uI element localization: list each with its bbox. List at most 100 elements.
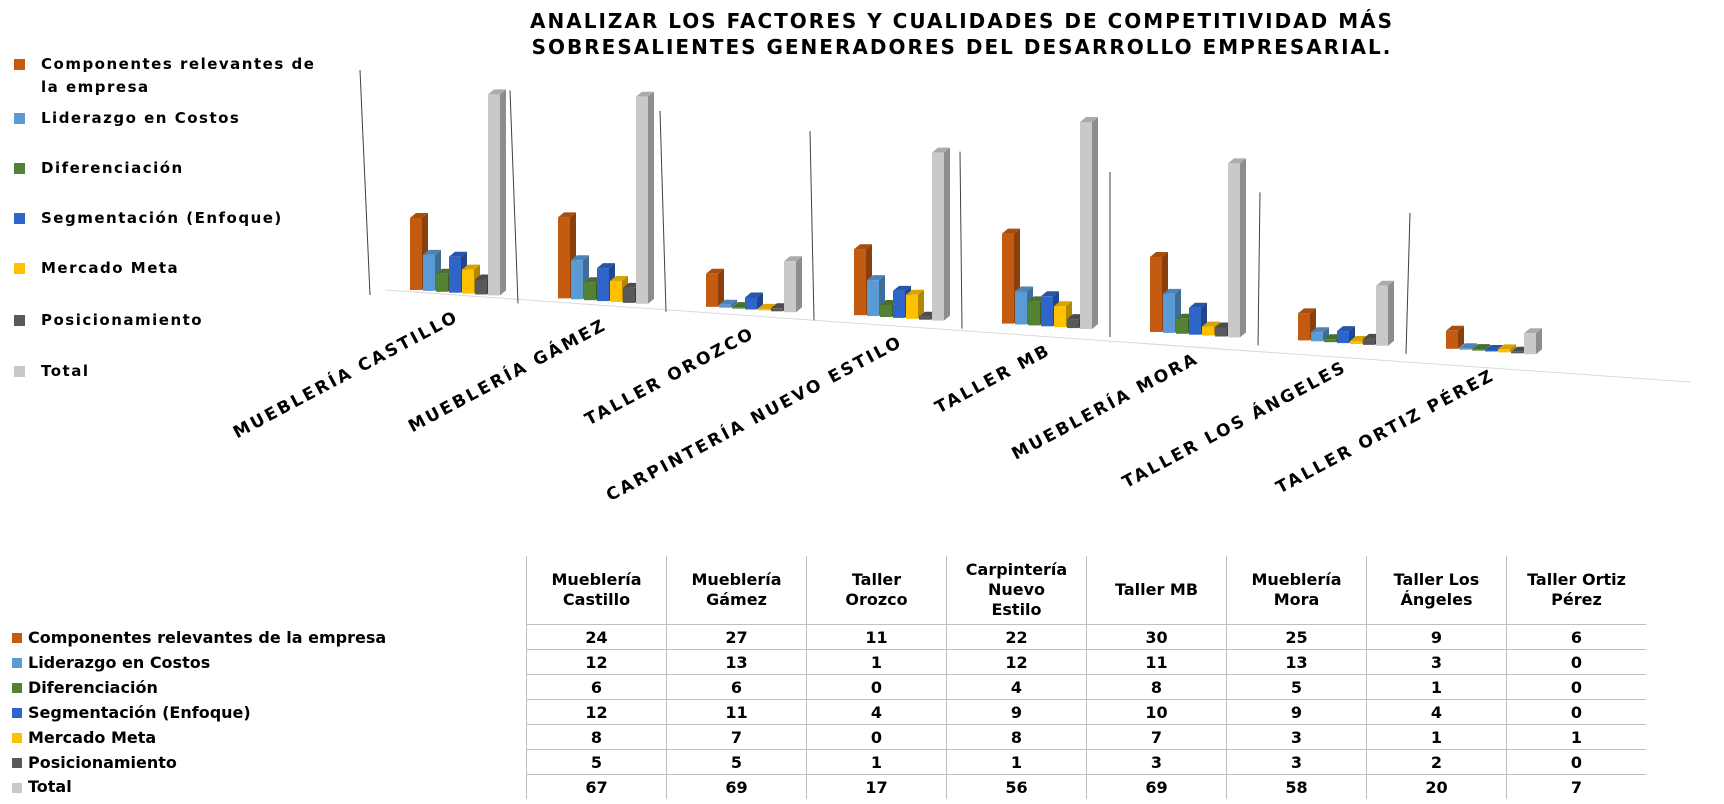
bar-front	[1080, 122, 1092, 329]
wall-divider-line	[1257, 192, 1261, 346]
table-cell: 1	[806, 649, 947, 675]
legend-swatch	[14, 113, 25, 124]
bar	[1472, 344, 1490, 351]
table-cell: 13	[1226, 649, 1367, 675]
bar-front	[1054, 306, 1066, 328]
legend-label: Liderazgo en Costos	[41, 109, 240, 127]
data-table: Mueblería Castillo Mueblería Gámez Taller Oro…	[6, 556, 1646, 799]
table-cell: 0	[806, 724, 947, 750]
bar-top	[1524, 328, 1542, 334]
bar-front	[1189, 307, 1201, 335]
legend-swatch	[14, 59, 25, 70]
table-cell: 4	[946, 674, 1087, 700]
table-cell: 7	[1506, 774, 1646, 799]
table-column-header: Mueblería Gámez	[666, 556, 807, 625]
bar-top	[867, 275, 885, 281]
bar-front	[610, 281, 622, 302]
bar-front	[1002, 233, 1014, 324]
bar-top	[1498, 344, 1516, 350]
bar-top	[597, 263, 615, 269]
category-axis-label: CARPINTERÍA NUEVO ESTILO	[602, 330, 906, 506]
bar-top	[1189, 302, 1207, 308]
table-cell: 58	[1226, 774, 1367, 799]
table-cell: 4	[1366, 699, 1507, 725]
bar-top	[758, 303, 776, 309]
bar-top	[636, 91, 654, 97]
bar-front	[719, 304, 731, 308]
table-row: Componentes relevantes de la empresa 24 27…	[6, 624, 1646, 650]
category-axis-label: TALLER OROZCO	[582, 324, 759, 431]
bar-front	[880, 305, 892, 317]
bar	[784, 256, 802, 313]
bar	[1376, 280, 1394, 346]
wall-divider-line	[809, 131, 815, 321]
legend-key-swatch	[12, 733, 22, 743]
table-row: Segmentación (Enfoque) 12 11 4 9 10 9 4 0	[6, 699, 1646, 725]
bar-front	[745, 297, 757, 310]
bar	[706, 268, 724, 307]
bar	[1189, 302, 1207, 335]
table-cell: 9	[946, 699, 1087, 725]
bar-top	[462, 264, 480, 270]
bar-front	[597, 268, 609, 302]
table-cell: 30	[1086, 624, 1227, 650]
table-cell: 13	[666, 649, 807, 675]
bar-top	[571, 255, 589, 261]
bar-side	[648, 91, 654, 304]
bar-front	[1041, 296, 1053, 327]
table-cell: 25	[1226, 624, 1367, 650]
bar-top	[906, 289, 924, 295]
table-row-label: Diferenciación	[6, 675, 527, 700]
bar-front	[488, 94, 500, 296]
bar-top	[410, 213, 428, 218]
bar-side	[1536, 328, 1542, 355]
table-cell: 11	[666, 699, 807, 725]
legend-swatch	[14, 263, 25, 274]
table-cell: 8	[526, 724, 667, 750]
legend-label: la empresa	[41, 78, 150, 96]
bar-top	[893, 285, 911, 291]
bar-front	[436, 273, 448, 292]
table-cell: 56	[946, 774, 1087, 799]
bar-top	[1015, 286, 1033, 292]
bar-side	[718, 268, 724, 307]
bar-front	[558, 217, 570, 299]
table-row-label: Liderazgo en Costos	[6, 650, 527, 675]
table-cell: 17	[806, 774, 947, 799]
bar-top	[719, 299, 737, 305]
table-column-header: Taller Los Ángeles	[1366, 556, 1507, 625]
bar-front	[1472, 349, 1484, 351]
bar	[932, 147, 950, 321]
table-cell: 0	[1506, 749, 1646, 775]
chart-title-line: SOBRESALIENTES GENERADORES DEL DESARROLL…	[532, 35, 1393, 59]
bar-top	[1002, 228, 1020, 234]
table-cell: 8	[946, 724, 1087, 750]
bar-front	[423, 254, 435, 291]
bar-side	[1323, 327, 1329, 342]
table-cell: 69	[1086, 774, 1227, 799]
legend-label: Componentes relevantes de	[41, 55, 315, 73]
bar	[636, 91, 654, 304]
legend-key-swatch	[12, 658, 22, 668]
bar-side	[731, 299, 737, 308]
table-cell: 0	[1506, 674, 1646, 700]
bar-front	[623, 287, 635, 303]
table-row-label: Mercado Meta	[6, 725, 527, 750]
bar-front	[1028, 301, 1040, 326]
bar-top	[784, 256, 802, 262]
bar	[1498, 344, 1516, 353]
table-cell: 24	[526, 624, 667, 650]
bar	[1459, 343, 1477, 350]
bar-front	[854, 249, 866, 316]
bar-front	[784, 261, 796, 313]
bar-front	[706, 273, 718, 307]
table-cell: 9	[1226, 699, 1367, 725]
table-cell: 11	[806, 624, 947, 650]
table-cell: 12	[526, 699, 667, 725]
bar-front	[1376, 285, 1388, 346]
legend-label: Segmentación (Enfoque)	[41, 209, 283, 227]
bar-top	[745, 292, 763, 298]
legend-swatch	[14, 315, 25, 326]
bar-side	[1458, 325, 1464, 349]
bar-front	[771, 308, 783, 312]
